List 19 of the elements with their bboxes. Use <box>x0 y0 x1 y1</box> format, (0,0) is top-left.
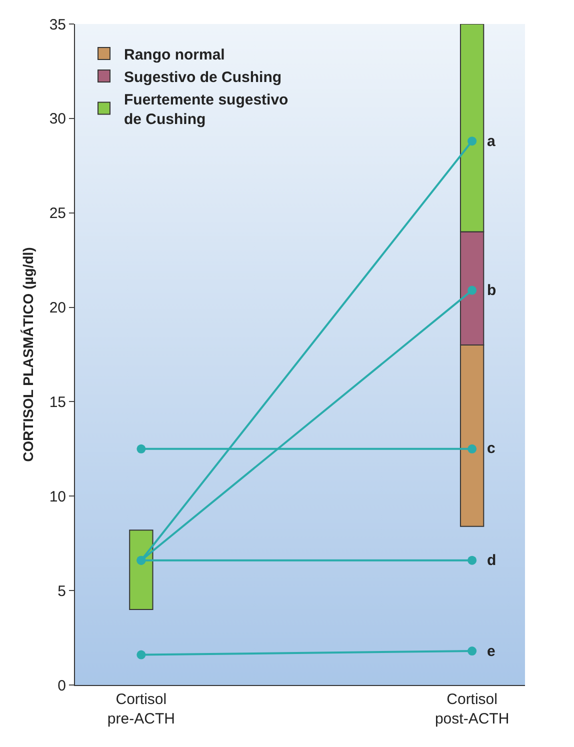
y-tick-label: 0 <box>58 677 66 694</box>
series-label: c <box>487 440 496 457</box>
x-tick-label: Cortisol pre-ACTH <box>107 691 175 728</box>
y-tick-label: 30 <box>49 110 66 128</box>
y-tick-label: 5 <box>58 582 66 600</box>
series-label: a <box>487 133 496 150</box>
series-label: b <box>487 282 496 299</box>
series-label: e <box>487 643 496 660</box>
legend-label: Fuertemente sugestivo de Cushing <box>124 91 288 128</box>
y-tick-label: 10 <box>49 488 66 506</box>
y-tick-label: 25 <box>49 205 66 222</box>
y-axis-title: CORTISOL PLASMÁTICO (µg/dl) <box>20 247 36 462</box>
y-tick-label: 20 <box>49 300 66 317</box>
y-tick-label: 15 <box>49 394 66 411</box>
legend-label: Sugestivo de Cushing <box>124 68 282 86</box>
series-label: d <box>487 552 496 569</box>
x-tick-label: Cortisol post-ACTH <box>434 691 510 728</box>
legend-label: Rango normal <box>124 46 225 64</box>
y-tick-label: 35 <box>49 16 66 34</box>
